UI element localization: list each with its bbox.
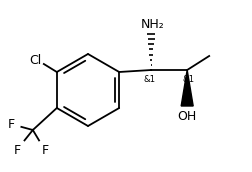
Text: Cl: Cl <box>29 53 42 67</box>
Polygon shape <box>180 70 193 106</box>
Text: F: F <box>41 143 48 157</box>
Text: F: F <box>7 117 14 131</box>
Text: OH: OH <box>177 110 196 123</box>
Text: NH₂: NH₂ <box>140 19 163 31</box>
Text: F: F <box>13 143 20 157</box>
Text: &1: &1 <box>143 74 155 83</box>
Text: &1: &1 <box>181 74 194 83</box>
